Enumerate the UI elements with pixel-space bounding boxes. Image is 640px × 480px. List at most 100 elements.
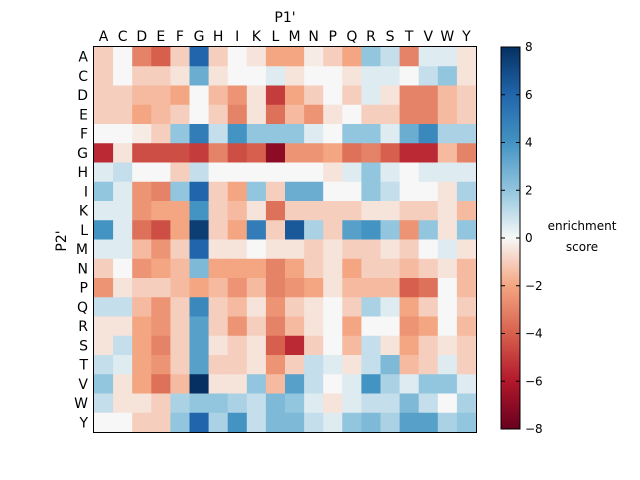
heatmap-cell — [361, 124, 381, 144]
heatmap-cell — [113, 181, 133, 202]
heatmap-cell — [399, 220, 420, 240]
heatmap-cell — [437, 278, 458, 298]
heatmap-cell — [456, 143, 477, 163]
heatmap-cell — [361, 335, 381, 356]
heatmap-cell — [380, 220, 400, 240]
heatmap-cell — [246, 220, 267, 240]
heatmap-cell — [208, 85, 229, 106]
heatmap-cell — [437, 297, 458, 317]
colorbar-tick-label: 6 — [525, 88, 533, 102]
heatmap-cell — [94, 393, 114, 414]
heatmap-cell — [399, 393, 420, 414]
heatmap-cell — [265, 104, 286, 125]
heatmap-cell — [399, 143, 420, 163]
heatmap-cell — [227, 355, 248, 375]
heatmap-cell — [418, 143, 439, 163]
heatmap-cell — [418, 355, 439, 375]
heatmap-cell — [361, 181, 381, 202]
heatmap-cell — [418, 335, 439, 356]
heatmap-cell — [94, 374, 114, 394]
heatmap-cell — [189, 220, 209, 240]
heatmap-cell — [456, 239, 477, 260]
heatmap-cell — [342, 104, 362, 125]
heatmap-cell — [342, 316, 362, 337]
heatmap-cell — [285, 278, 305, 298]
heatmap-cell — [189, 47, 209, 67]
heatmap-cell — [342, 181, 362, 202]
y-tick-label: M — [76, 242, 88, 258]
heatmap-cell — [456, 316, 477, 337]
heatmap-cell — [151, 297, 171, 317]
heatmap-cell — [304, 239, 324, 260]
heatmap-cell — [151, 85, 171, 106]
heatmap-cell — [170, 316, 190, 337]
heatmap-cell — [113, 104, 133, 125]
heatmap-cell — [342, 66, 362, 86]
y-tick-label: I — [84, 184, 88, 200]
heatmap-cell — [94, 239, 114, 260]
heatmap-cell — [304, 278, 324, 298]
heatmap-cell — [151, 143, 171, 163]
heatmap-cell — [227, 374, 248, 394]
heatmap-cell — [361, 66, 381, 86]
heatmap-cell — [323, 278, 343, 298]
heatmap-cell — [113, 66, 133, 86]
heatmap-cell — [323, 220, 343, 240]
heatmap-cell — [285, 201, 305, 221]
heatmap-cell — [208, 181, 229, 202]
heatmap-cell — [418, 258, 439, 279]
heatmap-cell — [380, 297, 400, 317]
heatmap-cell — [399, 412, 420, 433]
heatmap-cell — [456, 374, 477, 394]
heatmap-cell — [304, 297, 324, 317]
heatmap-cell — [361, 220, 381, 240]
heatmap-cell — [380, 104, 400, 125]
x-tick-label: V — [423, 29, 433, 45]
heatmap-cell — [265, 201, 286, 221]
heatmap-cell — [265, 143, 286, 163]
y-tick-label: R — [78, 319, 88, 335]
heatmap-cell — [323, 162, 343, 183]
heatmap-cell — [418, 85, 439, 106]
heatmap-cell — [265, 47, 286, 67]
heatmap-cell — [265, 316, 286, 337]
heatmap-cell — [265, 66, 286, 86]
heatmap-cell — [437, 85, 458, 106]
heatmap-cell — [170, 239, 190, 260]
heatmap-cell — [208, 278, 229, 298]
heatmap-cell — [380, 393, 400, 414]
heatmap-cell — [265, 181, 286, 202]
heatmap-cell — [285, 124, 305, 144]
heatmap-cell — [380, 162, 400, 183]
colorbar-tick-label: 8 — [525, 40, 533, 54]
heatmap-cell — [151, 335, 171, 356]
heatmap-cell — [227, 162, 248, 183]
heatmap-cell — [265, 374, 286, 394]
heatmap-cell — [323, 181, 343, 202]
heatmap-cell — [208, 66, 229, 86]
heatmap-cell — [323, 297, 343, 317]
heatmap-cell — [208, 374, 229, 394]
heatmap-cell — [132, 412, 152, 433]
heatmap-cell — [265, 162, 286, 183]
heatmap-cell — [94, 258, 114, 279]
plot-frame — [93, 46, 477, 433]
heatmap-cell — [418, 162, 439, 183]
heatmap-cell — [304, 355, 324, 375]
heatmap-cell — [170, 201, 190, 221]
x-tick-label: Y — [461, 29, 471, 45]
heatmap-cell — [189, 374, 209, 394]
heatmap-cell — [342, 335, 362, 356]
x-tick-label: F — [176, 29, 184, 45]
heatmap-cell — [399, 297, 420, 317]
heatmap-cell — [361, 47, 381, 67]
x-tick-label: N — [308, 29, 318, 45]
heatmap-cell — [304, 124, 324, 144]
y-tick-label: W — [74, 396, 88, 412]
heatmap-cell — [246, 258, 267, 279]
heatmap-cell — [151, 47, 171, 67]
heatmap-cell — [342, 258, 362, 279]
heatmap-cell — [380, 278, 400, 298]
heatmap-cell — [342, 239, 362, 260]
